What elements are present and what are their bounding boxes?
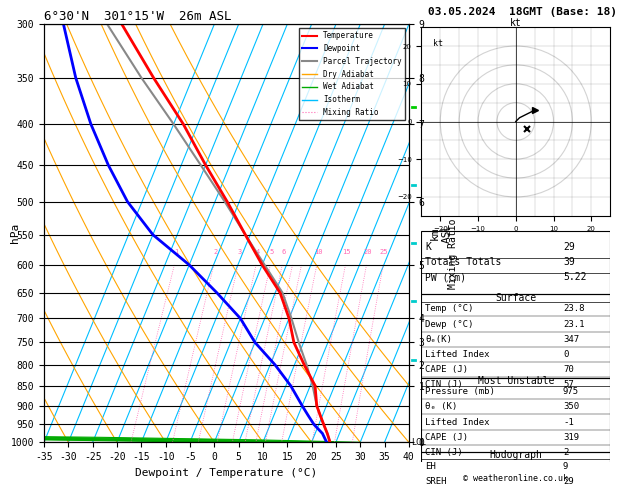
Text: Hodograph: Hodograph	[489, 450, 542, 460]
Text: 57: 57	[563, 380, 574, 389]
Text: 20: 20	[364, 249, 372, 255]
Text: SREH: SREH	[425, 477, 447, 486]
Text: 9: 9	[563, 462, 569, 471]
Text: 3: 3	[237, 249, 242, 255]
Bar	[421, 294, 610, 378]
Text: 15: 15	[342, 249, 351, 255]
Text: 5: 5	[269, 249, 274, 255]
Text: -1: -1	[563, 417, 574, 427]
Text: Temp (°C): Temp (°C)	[425, 304, 474, 313]
Text: 29: 29	[563, 242, 575, 252]
Text: θₑ(K): θₑ(K)	[425, 335, 452, 344]
Text: LCL: LCL	[411, 438, 426, 447]
Text: 39: 39	[563, 257, 575, 267]
Text: CIN (J): CIN (J)	[425, 380, 463, 389]
Text: Mixing Ratio (g/kg): Mixing Ratio (g/kg)	[448, 177, 458, 289]
Bar	[421, 231, 610, 294]
Text: 319: 319	[563, 433, 579, 442]
Text: Lifted Index: Lifted Index	[425, 350, 490, 359]
Text: EH: EH	[425, 462, 436, 471]
Text: Dewp (°C): Dewp (°C)	[425, 320, 474, 329]
Legend: Temperature, Dewpoint, Parcel Trajectory, Dry Adiabat, Wet Adiabat, Isotherm, Mi: Temperature, Dewpoint, Parcel Trajectory…	[299, 28, 405, 120]
Text: 10: 10	[314, 249, 322, 255]
Text: 23.8: 23.8	[563, 304, 584, 313]
X-axis label: kt: kt	[510, 18, 521, 28]
Text: 6: 6	[281, 249, 286, 255]
Text: kt: kt	[433, 39, 443, 48]
Y-axis label: km
ASL: km ASL	[430, 223, 452, 243]
Text: θₑ (K): θₑ (K)	[425, 402, 457, 411]
Text: 70: 70	[563, 365, 574, 374]
Text: hPa: hPa	[10, 223, 20, 243]
Text: 2: 2	[563, 448, 569, 457]
Text: 347: 347	[563, 335, 579, 344]
Text: 0: 0	[563, 350, 569, 359]
Text: 1: 1	[174, 249, 178, 255]
Text: Surface: Surface	[495, 294, 537, 303]
Text: 03.05.2024  18GMT (Base: 18): 03.05.2024 18GMT (Base: 18)	[428, 7, 616, 17]
Text: 2: 2	[213, 249, 217, 255]
Text: PW (cm): PW (cm)	[425, 273, 466, 282]
Text: CAPE (J): CAPE (J)	[425, 365, 468, 374]
Text: 6°30'N  301°15'W  26m ASL: 6°30'N 301°15'W 26m ASL	[44, 10, 231, 23]
Text: Lifted Index: Lifted Index	[425, 417, 490, 427]
Text: © weatheronline.co.uk: © weatheronline.co.uk	[464, 474, 568, 483]
X-axis label: Dewpoint / Temperature (°C): Dewpoint / Temperature (°C)	[135, 468, 318, 478]
Bar	[421, 378, 610, 452]
Bar	[421, 452, 610, 486]
Text: Pressure (mb): Pressure (mb)	[425, 387, 495, 396]
Text: Totals Totals: Totals Totals	[425, 257, 501, 267]
Text: 25: 25	[380, 249, 389, 255]
Text: 23.1: 23.1	[563, 320, 584, 329]
Text: CIN (J): CIN (J)	[425, 448, 463, 457]
Text: 4: 4	[255, 249, 260, 255]
Text: 29: 29	[563, 477, 574, 486]
Text: 350: 350	[563, 402, 579, 411]
Text: CAPE (J): CAPE (J)	[425, 433, 468, 442]
Text: K: K	[425, 242, 431, 252]
Text: Most Unstable: Most Unstable	[477, 376, 554, 386]
Text: 5.22: 5.22	[563, 273, 586, 282]
Text: 975: 975	[563, 387, 579, 396]
